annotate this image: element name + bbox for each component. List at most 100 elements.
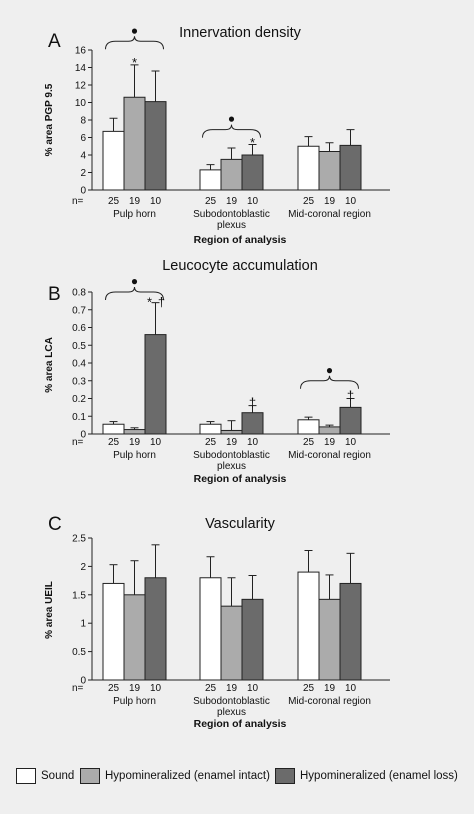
significance-dot-marker: ● — [131, 23, 138, 37]
n-value-label: 25 — [108, 196, 120, 207]
n-label: n= — [72, 683, 84, 694]
y-tick-label: 12 — [75, 81, 87, 92]
significance-dot-marker: ● — [228, 112, 235, 126]
y-tick-label: 2 — [80, 168, 86, 179]
asterisk-marker: * — [250, 135, 255, 150]
y-tick-label: 0 — [80, 430, 86, 441]
x-axis-label: Region of analysis — [194, 234, 287, 246]
n-value-label: 10 — [345, 683, 357, 694]
panel-c-vascularity: Vascularity % area UEIL 0 0.5 1 1.5 2 2.5 25 19 10… — [44, 516, 390, 730]
panel-letter-a: A — [48, 31, 61, 52]
panel-letter-c: C — [48, 514, 62, 535]
bar-intact-group-3 — [318, 151, 341, 191]
legend-label-enamel-loss: Hypomineralized (enamel loss) — [300, 770, 458, 782]
panel-a-innervation-density: Innervation density % area PGP 9.5 0 2 4 6 8 10… — [44, 23, 390, 246]
category-label-group-2: Subodontoblastic — [193, 450, 270, 461]
bar-intact-group-1 — [123, 96, 146, 191]
asterisk-marker: * — [132, 55, 137, 70]
bar-loss-group-2 — [241, 412, 264, 435]
dagger-marker: † — [347, 388, 354, 403]
bar-loss-group-3 — [339, 144, 362, 191]
legend-swatch-enamel-loss — [275, 768, 295, 784]
bar-loss-group-1 — [144, 577, 167, 681]
n-value-label: 25 — [108, 683, 120, 694]
bar-loss-group-2 — [241, 598, 264, 681]
significance-bracket — [105, 286, 164, 301]
significance-dot-marker: ● — [326, 363, 333, 377]
y-tick-label: 0.7 — [72, 305, 86, 316]
significance-bracket — [300, 375, 359, 389]
bar-intact-group-2 — [220, 605, 243, 681]
bar-intact-group-1 — [123, 429, 146, 435]
bar-loss-group-1 — [144, 101, 167, 191]
y-tick-label: 0.6 — [72, 323, 86, 334]
n-value-label: 10 — [150, 437, 162, 448]
panel-b-leucocyte-accumulation: Leucocyte accumulation % area LCA 0 0.1 0.2 0… — [44, 258, 390, 485]
n-value-label: 10 — [345, 437, 357, 448]
n-value-label: 10 — [247, 683, 259, 694]
legend-label-sound: Sound — [41, 770, 75, 782]
y-tick-label: 1.5 — [72, 590, 86, 601]
y-tick-label: 16 — [75, 46, 87, 57]
n-value-label: 10 — [345, 196, 357, 207]
chart-title: Leucocyte accumulation — [162, 258, 318, 274]
n-value-label: 19 — [226, 683, 238, 694]
y-tick-label: 14 — [75, 63, 87, 74]
y-tick-label: 4 — [80, 151, 86, 162]
n-label: n= — [72, 196, 84, 207]
legend-item-enamel-intact: Hypomineralized (enamel intact) — [80, 768, 270, 784]
panel-letter-b: B — [48, 284, 61, 305]
chart-title: Innervation density — [179, 25, 301, 41]
n-label: n= — [72, 437, 84, 448]
significance-dot-marker: ● — [131, 274, 138, 288]
chart-title: Vascularity — [205, 516, 276, 532]
category-label-group-2: Subodontoblastic — [193, 209, 270, 220]
y-axis-label: % area LCA — [44, 337, 55, 393]
bar-sound-group-3 — [297, 571, 320, 681]
y-axis-label: % area PGP 9.5 — [44, 83, 55, 156]
y-tick-label: 10 — [75, 98, 87, 109]
n-value-label: 19 — [324, 196, 336, 207]
category-label-group-3: Mid-coronal region — [288, 450, 371, 461]
y-tick-label: 0.2 — [72, 394, 86, 405]
n-value-label: 19 — [226, 437, 238, 448]
y-axis-label: % area UEIL — [44, 581, 55, 639]
n-value-label: 19 — [324, 683, 336, 694]
legend: Sound Hypomineralized (enamel intact) Hy… — [0, 762, 474, 790]
bar-sound-group-3 — [297, 145, 320, 191]
category-label-group-2: Subodontoblastic — [193, 696, 270, 707]
bar-loss-group-1 — [144, 334, 167, 435]
y-tick-label: 0.1 — [72, 412, 86, 423]
legend-swatch-enamel-intact — [80, 768, 100, 784]
bar-intact-group-2 — [220, 158, 243, 191]
bar-intact-group-1 — [123, 594, 146, 681]
legend-item-enamel-loss: Hypomineralized (enamel loss) — [275, 768, 458, 784]
y-tick-label: 0.5 — [72, 647, 86, 658]
category-label-group-1: Pulp horn — [113, 696, 156, 707]
dagger-marker: † — [158, 295, 165, 310]
y-tick-label: 0.8 — [72, 288, 86, 299]
n-value-label: 19 — [129, 196, 141, 207]
y-tick-label: 6 — [80, 133, 86, 144]
x-axis-label: Region of analysis — [194, 473, 287, 485]
n-value-label: 25 — [303, 437, 315, 448]
significance-bracket — [202, 124, 261, 138]
bar-sound-group-2 — [199, 169, 222, 191]
y-tick-label: 0.5 — [72, 341, 86, 352]
asterisk-marker: * — [147, 295, 152, 310]
n-value-label: 19 — [324, 437, 336, 448]
y-tick-label: 0 — [80, 186, 86, 197]
bar-sound-group-1 — [102, 582, 125, 681]
y-tick-label: 8 — [80, 116, 86, 127]
bar-loss-group-3 — [339, 582, 362, 681]
n-value-label: 19 — [129, 437, 141, 448]
n-value-label: 25 — [303, 683, 315, 694]
n-value-label: 25 — [303, 196, 315, 207]
category-label-group-2: plexus — [217, 461, 246, 472]
x-axis-label: Region of analysis — [194, 718, 287, 730]
bar-loss-group-2 — [241, 154, 264, 191]
n-value-label: 10 — [247, 437, 259, 448]
category-label-group-1: Pulp horn — [113, 450, 156, 461]
n-value-label: 19 — [226, 196, 238, 207]
